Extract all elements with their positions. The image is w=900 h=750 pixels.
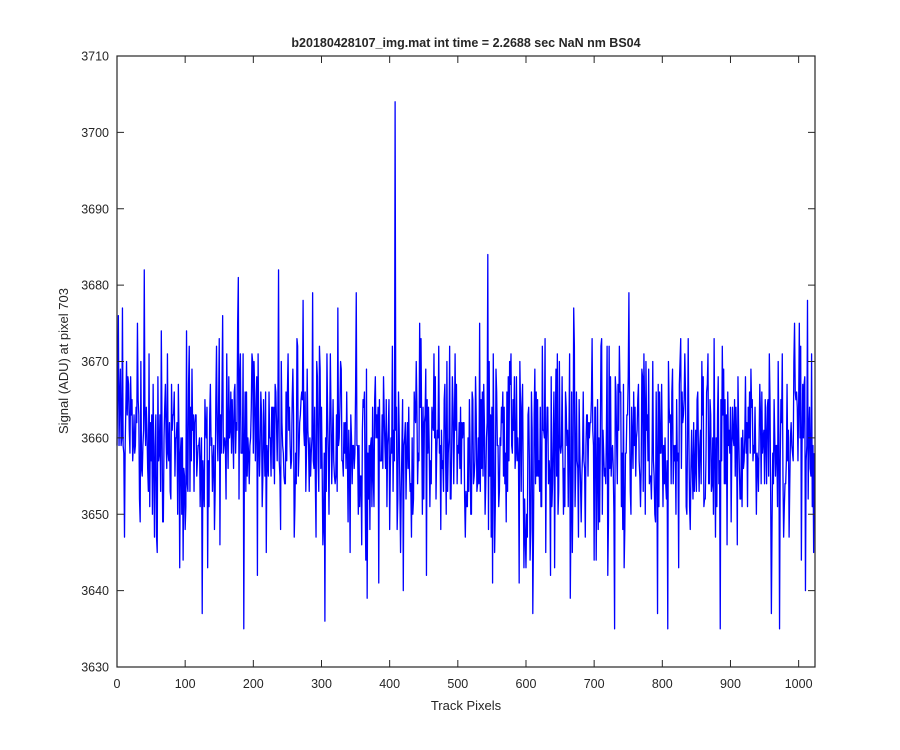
y-tick-label: 3640 — [81, 584, 109, 598]
series-layer — [116, 101, 815, 630]
x-tick-label: 600 — [516, 677, 537, 691]
y-tick-label: 3710 — [81, 50, 109, 64]
series-line — [116, 101, 815, 630]
x-tick-label: 100 — [175, 677, 196, 691]
chart-title: b20180428107_img.mat int time = 2.2688 s… — [291, 36, 640, 50]
y-tick-label: 3630 — [81, 661, 109, 675]
y-tick-label: 3680 — [81, 279, 109, 293]
x-tick-label: 0 — [114, 677, 121, 691]
y-tick-label: 3690 — [81, 202, 109, 216]
x-tick-label: 800 — [652, 677, 673, 691]
x-tick-label: 700 — [584, 677, 605, 691]
x-tick-label: 300 — [311, 677, 332, 691]
x-tick-label: 900 — [720, 677, 741, 691]
y-tick-label: 3660 — [81, 431, 109, 445]
axes-layer: 0 100 200 300 400 500 600 700 800 900 1000 3630 3640… — [81, 50, 816, 691]
x-axis-label: Track Pixels — [431, 698, 502, 713]
x-tick-label: 200 — [243, 677, 264, 691]
y-tick-label: 3670 — [81, 355, 109, 369]
y-tick-label: 3650 — [81, 508, 109, 522]
plot-area — [117, 56, 815, 667]
x-tick-label: 1000 — [785, 677, 813, 691]
x-tick-label: 400 — [379, 677, 400, 691]
x-tick-label: 500 — [447, 677, 468, 691]
y-tick-label: 3700 — [81, 126, 109, 140]
y-axis-label: Signal (ADU) at pixel 703 — [56, 288, 71, 434]
